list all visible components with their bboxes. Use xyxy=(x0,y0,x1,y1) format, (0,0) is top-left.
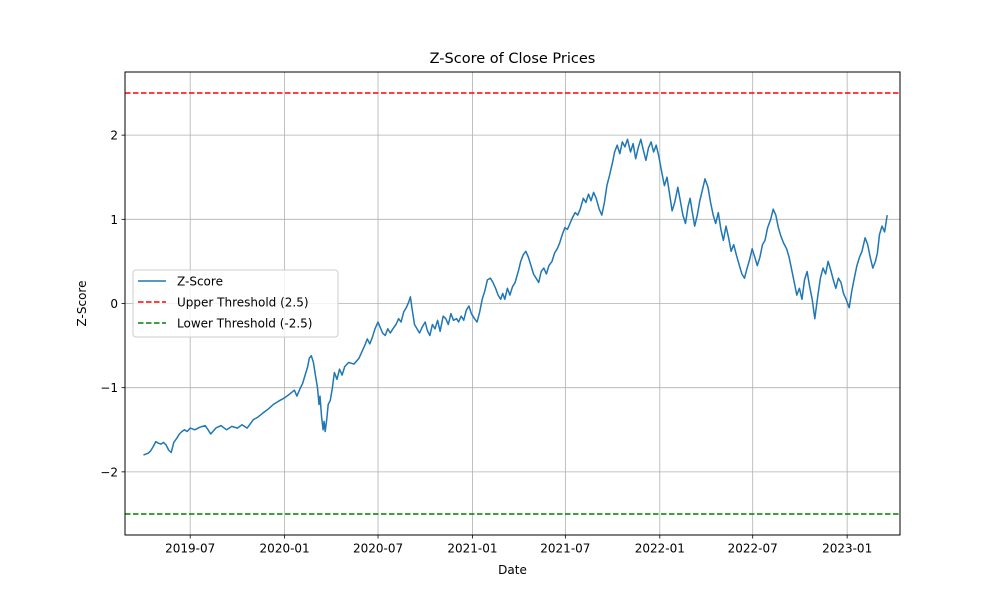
x-tick-label: 2020-01 xyxy=(260,542,310,556)
x-tick-label: 2022-07 xyxy=(728,542,778,556)
x-tick-label: 2019-07 xyxy=(165,542,215,556)
legend-box xyxy=(132,269,339,338)
x-axis-title: Date xyxy=(498,563,527,577)
x-tick-label: 2021-07 xyxy=(540,542,590,556)
x-tick-label: 2020-07 xyxy=(353,542,403,556)
y-axis-title: Z-Score xyxy=(75,281,89,327)
x-tick-label: 2022-01 xyxy=(635,542,685,556)
legend-label-zscore: Z-Score xyxy=(177,275,223,289)
x-tick-label: 2021-01 xyxy=(447,542,497,556)
threshold-layer xyxy=(125,92,900,515)
y-tick-label: 2 xyxy=(110,129,118,143)
y-tick-label: −2 xyxy=(100,465,118,479)
y-tick-label: −1 xyxy=(100,381,118,395)
zscore-series-line xyxy=(143,138,888,456)
y-tick-label: 1 xyxy=(110,213,118,227)
legend-label-lower-threshold: Lower Threshold (-2.5) xyxy=(177,317,313,331)
series-layer xyxy=(143,138,888,456)
y-tick-label: 0 xyxy=(110,297,118,311)
tick-layer: 2019-07 2020-01 2020-07 2021-01 2021-07 2022-… xyxy=(100,129,872,556)
x-tick-label: 2023-01 xyxy=(822,542,872,556)
chart-title: Z-Score of Close Prices xyxy=(430,51,596,67)
legend: Z-Score Upper Threshold (2.5) Lower Thre… xyxy=(132,269,339,338)
legend-label-upper-threshold: Upper Threshold (2.5) xyxy=(177,296,309,310)
